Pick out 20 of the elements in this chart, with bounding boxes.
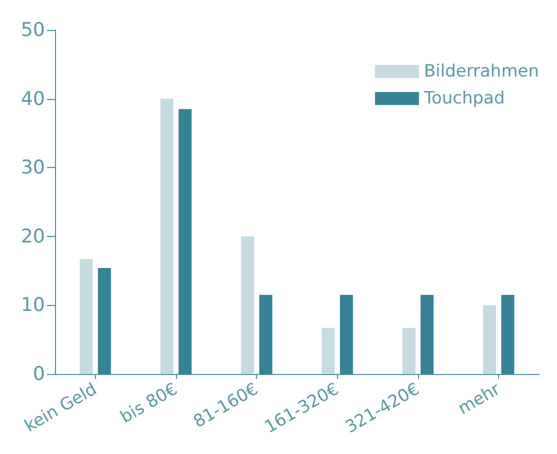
y-tick-label: 10	[20, 294, 45, 316]
bar	[80, 259, 93, 374]
legend-label: Touchpad	[422, 88, 505, 108]
bar	[178, 109, 192, 374]
bar	[322, 328, 335, 374]
bar	[259, 294, 272, 374]
bar	[241, 236, 254, 374]
bar	[402, 328, 416, 374]
y-tick-label: 50	[20, 19, 45, 41]
legend-label: Bilderrahmen	[424, 62, 540, 82]
bar	[501, 294, 514, 374]
y-tick-label: 40	[20, 88, 45, 110]
bar	[98, 268, 111, 374]
bar	[483, 305, 496, 374]
bar	[420, 294, 434, 374]
bar	[340, 294, 353, 374]
bar	[160, 98, 174, 374]
x-tick-label: bis 80€	[117, 379, 181, 428]
y-tick-label: 30	[20, 156, 45, 179]
y-tick-label: 20	[20, 225, 45, 248]
